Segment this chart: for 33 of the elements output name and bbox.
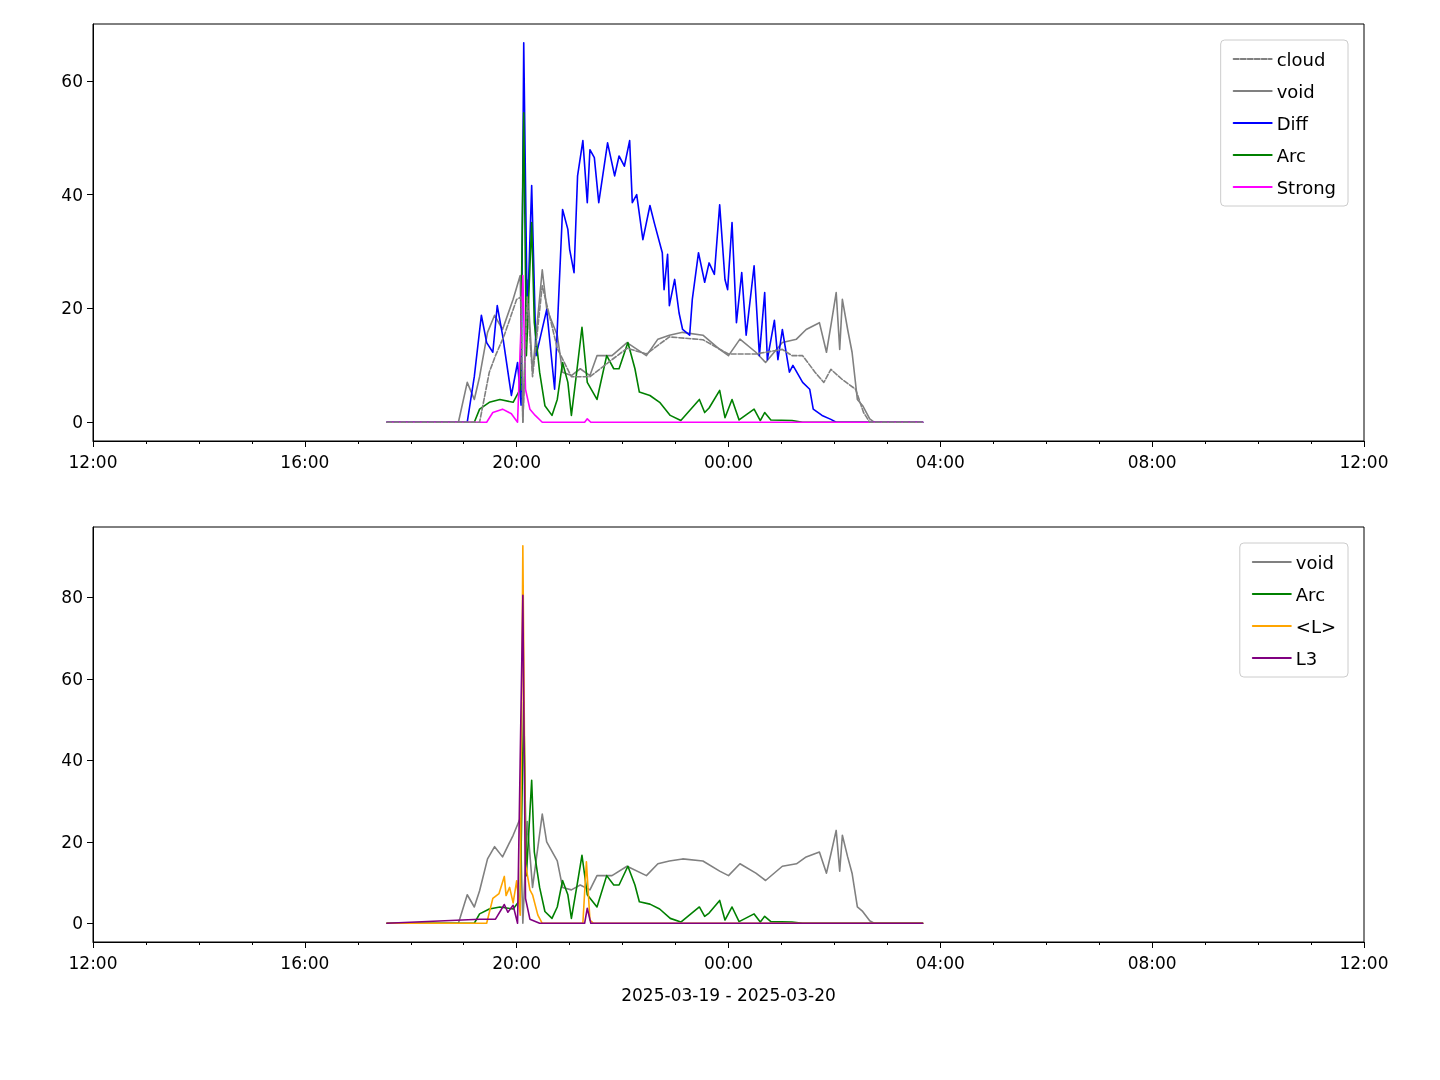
y-tick-label: 20 xyxy=(61,831,83,852)
y-tick-label: 60 xyxy=(61,70,83,91)
legend-label: L3 xyxy=(1295,647,1318,669)
x-tick-label: 00:00 xyxy=(704,451,753,472)
x-axis-title: 2025-03-19 - 2025-03-20 xyxy=(621,984,836,1005)
x-tick-label: 00:00 xyxy=(704,952,753,973)
x-tick-label: 12:00 xyxy=(68,952,118,973)
legend-label: void xyxy=(1295,551,1334,573)
y-tick-label: 0 xyxy=(72,913,83,934)
x-tick-label: 08:00 xyxy=(1127,451,1177,472)
x-tick-label: 12:00 xyxy=(68,451,118,472)
x-tick-label: 04:00 xyxy=(915,451,965,472)
y-tick-label: 60 xyxy=(61,668,83,689)
x-tick-label: 12:00 xyxy=(1339,451,1389,472)
y-tick-label: 20 xyxy=(61,298,83,319)
x-tick-label: 16:00 xyxy=(280,451,330,472)
legend-label: <L> xyxy=(1295,615,1337,637)
x-tick-label: 16:00 xyxy=(280,952,330,973)
legend-label: void xyxy=(1276,80,1315,102)
x-tick-label: 04:00 xyxy=(915,952,965,973)
y-tick-label: 0 xyxy=(72,412,83,433)
y-tick-label: 40 xyxy=(61,184,83,205)
x-tick-label: 12:00 xyxy=(1339,952,1389,973)
legend-label: cloud xyxy=(1276,48,1326,70)
x-tick-label: 20:00 xyxy=(492,952,542,973)
x-tick-label: 08:00 xyxy=(1127,952,1177,973)
legend-label: Strong xyxy=(1276,176,1337,198)
y-tick-label: 80 xyxy=(61,587,83,608)
legend-label: Arc xyxy=(1295,583,1326,605)
x-tick-label: 20:00 xyxy=(492,451,542,472)
legend-label: Arc xyxy=(1276,144,1306,166)
legend-label: Diff xyxy=(1276,112,1309,134)
y-tick-label: 40 xyxy=(61,750,83,771)
